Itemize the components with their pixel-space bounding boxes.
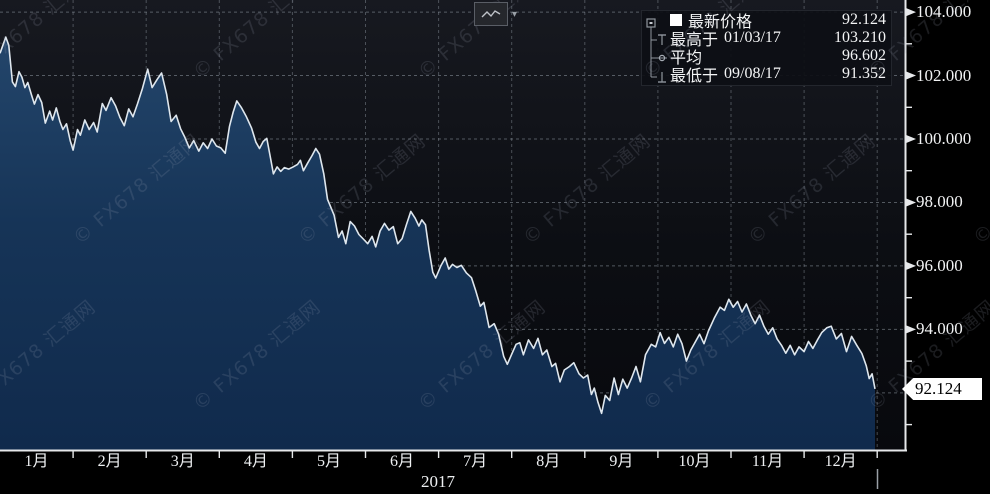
x-axis-label-month: 12月 [824, 453, 857, 470]
chart-type-tool[interactable]: ▾ [474, 2, 517, 26]
y-axis-label: 100.000 [916, 128, 972, 148]
x-axis-label-month: 6月 [390, 453, 415, 470]
x-axis-label-month: 8月 [536, 453, 561, 470]
legend-value: 96.602 [842, 47, 886, 64]
y-tick-arrow-icon [905, 198, 916, 207]
price-line [0, 36, 876, 415]
y-axis-label: 104.000 [916, 2, 972, 22]
legend-row-average[interactable]: 平均 96.602 [642, 47, 891, 67]
last-price-tag: 92.124 [902, 378, 982, 400]
y-axis-label: 94.000 [916, 319, 963, 339]
chevron-down-icon[interactable]: ▾ [512, 8, 518, 20]
series-swatch-icon [670, 14, 682, 26]
y-axis-label: 98.000 [916, 192, 963, 212]
y-axis-label: 102.000 [916, 65, 972, 85]
x-axis-label-month: 5月 [316, 453, 341, 470]
legend-label: 平均 [670, 50, 703, 67]
legend-row-low[interactable]: 最低于 09/08/17 91.352 [642, 65, 891, 85]
legend-value: 103.210 [834, 29, 886, 46]
x-axis-label-month: 2月 [97, 453, 122, 470]
axes [0, 0, 916, 489]
y-axis-label: 96.000 [916, 255, 963, 275]
x-axis-year-label: 2017 [421, 472, 455, 491]
high-whisker-icon [658, 34, 666, 45]
x-axis-label-month: 11月 [751, 453, 784, 470]
y-tick-arrow-icon [905, 261, 916, 271]
x-axis-label-month: 9月 [609, 453, 634, 470]
legend-row-high[interactable]: 最高于 01/03/17 103.210 [642, 29, 891, 49]
y-tick-arrow-icon [905, 324, 916, 334]
legend-whisker-tree [646, 18, 667, 83]
legend-label: 最低于 [670, 68, 719, 85]
legend-label: 最新价格 [688, 14, 753, 31]
y-tick-arrow-icon [905, 71, 916, 80]
legend-date: 09/08/17 [724, 65, 781, 82]
legend-date: 01/03/17 [724, 29, 781, 46]
line-chart-icon [481, 10, 501, 18]
x-axis-label-month: 4月 [243, 453, 268, 470]
chart-type-button[interactable] [474, 2, 508, 26]
legend-row-latest[interactable]: 最新价格 92.124 [642, 11, 891, 31]
x-axis-label-month: 7月 [463, 453, 488, 470]
legend-value: 92.124 [842, 11, 886, 28]
y-tick-arrow-icon [905, 134, 916, 144]
y-tick-arrow-icon [905, 7, 916, 17]
legend-label: 最高于 [670, 32, 719, 49]
x-axis-label-month: 10月 [678, 453, 711, 470]
average-marker-icon [657, 54, 667, 62]
low-whisker-icon [658, 72, 666, 83]
x-axis-label-month: 3月 [170, 453, 195, 470]
legend-panel: 最新价格 92.124 最高于 01/03/17 103.210 平均 96.602 最低于 0… [641, 10, 892, 86]
x-axis-label-month: 1月 [24, 453, 49, 470]
legend-value: 91.352 [842, 65, 886, 82]
